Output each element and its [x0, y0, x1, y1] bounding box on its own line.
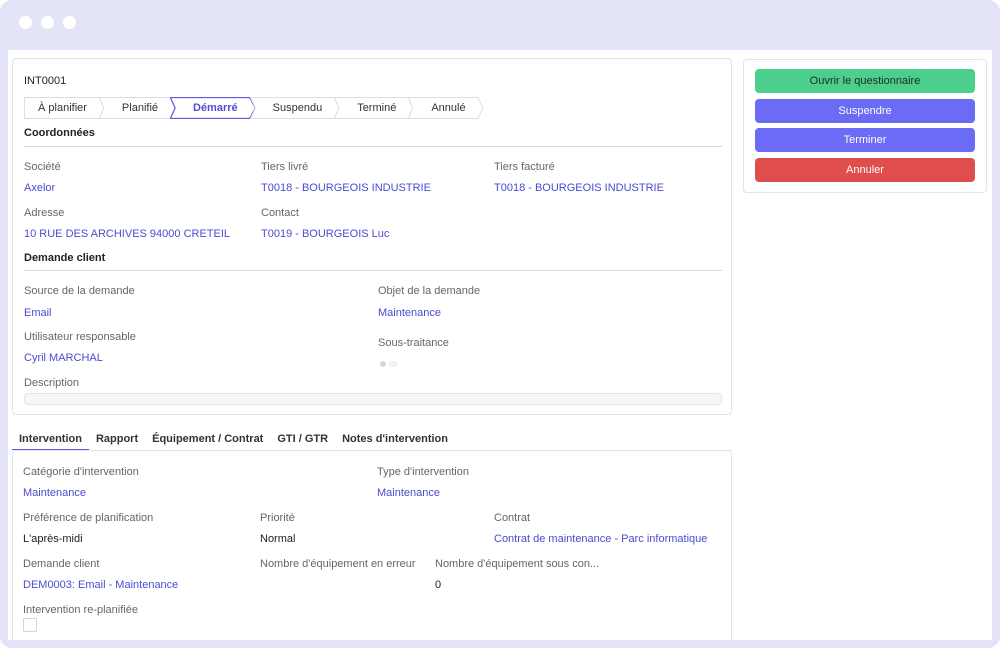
intervention-tab-panel [12, 451, 732, 640]
request-source-link[interactable]: Email [24, 307, 52, 319]
customer-request-link[interactable]: DEM0003: Email - Maintenance [23, 579, 179, 591]
replanned-checkbox[interactable] [23, 618, 37, 632]
address-link[interactable]: 10 RUE DES ARCHIVES 94000 CRETEIL [24, 228, 231, 240]
responsible-user-label: Utilisateur responsable [24, 331, 136, 343]
equipment-contract-count-value: 0 [435, 579, 442, 591]
main-form-card: INT0001 À planifier Planifié Démarré Suspen… [12, 58, 732, 415]
contract-label: Contrat [494, 512, 531, 524]
step-label: Démarré [193, 102, 238, 114]
step-chevron-shape [408, 97, 483, 119]
contact-label: Contact [261, 207, 299, 219]
contract-link[interactable]: Contrat de maintenance - Parc informatiq… [494, 533, 708, 545]
open-questionnaire-button[interactable]: Ouvrir le questionnaire [755, 69, 975, 93]
window-dot-close[interactable] [19, 16, 32, 29]
priority-value: Normal [260, 533, 296, 545]
status-step[interactable]: Suspendu [250, 97, 341, 119]
section-title-coordinates: Coordonnées [24, 127, 95, 139]
equipment-contract-count-label: Nombre d'équipement sous con... [435, 558, 600, 570]
section-divider [24, 270, 722, 271]
priority-label: Priorité [260, 512, 295, 524]
contact-link[interactable]: T0019 - BOURGEOIS Luc [261, 228, 390, 240]
suspend-button[interactable]: Suspendre [755, 99, 975, 123]
toggle-track [388, 361, 398, 367]
step-label: Terminé [357, 102, 397, 114]
description-field[interactable] [24, 393, 722, 405]
type-link[interactable]: Maintenance [377, 487, 440, 499]
step-chevron-shape [250, 97, 341, 119]
status-step[interactable]: À planifier [24, 97, 105, 119]
invoiced-partner-label: Tiers facturé [494, 161, 555, 173]
customer-request-label: Demande client [23, 558, 100, 570]
window-controls [19, 16, 76, 29]
status-stepper: À planifier Planifié Démarré Suspendu Termin… [24, 97, 478, 119]
request-object-link[interactable]: Maintenance [378, 307, 441, 319]
tab-item[interactable]: Équipement / Contrat [152, 433, 264, 445]
delivered-partner-label: Tiers livré [261, 161, 309, 173]
tab-bar-divider [12, 450, 732, 451]
subcontracting-label: Sous-traitance [378, 337, 449, 349]
company-label: Société [24, 161, 61, 173]
responsible-user-link[interactable]: Cyril MARCHAL [24, 352, 103, 364]
step-label: Planifié [121, 102, 158, 114]
request-source-label: Source de la demande [24, 285, 135, 297]
status-step[interactable]: Démarré [170, 97, 256, 119]
equipment-error-count-label: Nombre d'équipement en erreur [260, 558, 416, 570]
tab-item[interactable]: Notes d'intervention [342, 433, 448, 445]
step-label: Suspendu [272, 102, 323, 114]
section-title-customer-request: Demande client [24, 252, 106, 264]
address-label: Adresse [24, 207, 65, 219]
tab-item[interactable]: Intervention [12, 429, 89, 451]
tab-item[interactable]: Rapport [95, 433, 139, 445]
window-dot-minimize[interactable] [41, 16, 54, 29]
company-link[interactable]: Axelor [24, 182, 56, 194]
toggle-knob [380, 361, 386, 367]
step-label: Annulé [431, 102, 466, 114]
category-link[interactable]: Maintenance [23, 487, 86, 499]
planning-preference-label: Préférence de planification [23, 512, 154, 524]
cancel-button[interactable]: Annuler [755, 158, 975, 182]
replanned-label: Intervention re-planifiée [23, 604, 138, 616]
tab-bar: Intervention Rapport Équipement / Contrat G… [12, 429, 455, 451]
finish-button[interactable]: Terminer [755, 128, 975, 152]
status-step[interactable]: Annulé [408, 97, 483, 119]
invoiced-partner-link[interactable]: T0018 - BOURGEOIS INDUSTRIE [494, 182, 664, 194]
request-object-label: Objet de la demande [378, 285, 481, 297]
category-label: Catégorie d'intervention [23, 466, 139, 478]
actions-card: Ouvrir le questionnaire Suspendre Termin… [743, 59, 987, 193]
status-step[interactable]: Terminé [334, 97, 414, 119]
delivered-partner-link[interactable]: T0018 - BOURGEOIS INDUSTRIE [261, 182, 431, 194]
status-step[interactable]: Planifié [99, 97, 176, 119]
app-content: INT0001 À planifier Planifié Démarré Suspen… [8, 50, 992, 640]
tab-item[interactable]: GTI / GTR [277, 433, 329, 445]
step-label: À planifier [38, 102, 87, 114]
window-dot-maximize[interactable] [63, 16, 76, 29]
section-divider [24, 146, 722, 147]
description-label: Description [24, 377, 80, 389]
planning-preference-value: L'après-midi [23, 533, 83, 545]
record-reference: INT0001 [24, 75, 67, 87]
subcontracting-toggle[interactable] [379, 359, 401, 369]
type-label: Type d'intervention [377, 466, 469, 478]
